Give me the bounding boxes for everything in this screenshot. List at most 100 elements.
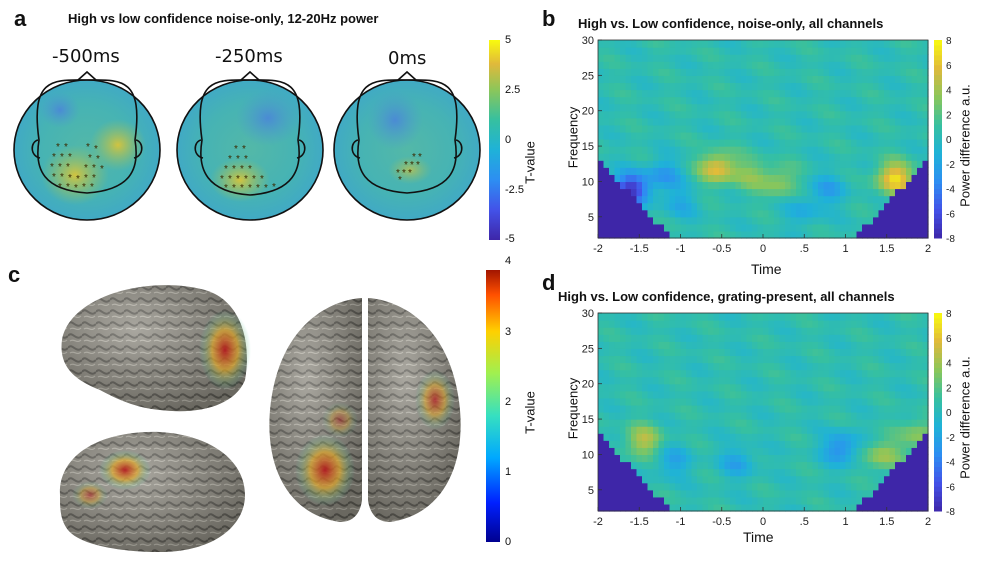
heatmap-cell bbox=[658, 341, 665, 349]
heatmap-cell bbox=[625, 195, 632, 204]
heatmap-cell bbox=[889, 348, 896, 357]
heatmap-cell bbox=[664, 181, 671, 190]
heatmap-cell bbox=[598, 320, 605, 328]
heatmap-cell bbox=[702, 482, 709, 491]
heatmap-cell bbox=[664, 496, 671, 505]
heatmap-cell bbox=[614, 454, 621, 463]
colorbar-cell bbox=[934, 178, 942, 185]
heatmap-cell bbox=[625, 153, 632, 161]
heatmap-cell bbox=[889, 362, 896, 371]
heatmap-cell bbox=[812, 419, 819, 427]
heatmap-cell bbox=[708, 320, 715, 328]
heatmap-cell bbox=[823, 139, 830, 147]
heatmap-cell bbox=[801, 419, 808, 427]
heatmap-cell bbox=[856, 489, 863, 498]
heatmap-cell bbox=[911, 412, 918, 420]
heatmap-cell bbox=[862, 82, 869, 91]
heatmap-cell bbox=[889, 404, 896, 413]
heatmap-cell bbox=[911, 362, 918, 371]
heatmap-cell bbox=[818, 482, 825, 491]
heatmap-cell bbox=[675, 362, 682, 371]
heatmap-cell bbox=[746, 68, 753, 76]
heatmap-cell bbox=[834, 383, 841, 392]
heatmap-cell bbox=[636, 47, 643, 55]
heatmap-cell bbox=[620, 348, 627, 357]
heatmap-cell bbox=[625, 482, 632, 491]
heatmap-cell bbox=[614, 195, 621, 204]
colorbar-cell bbox=[934, 377, 942, 383]
heatmap-cell bbox=[768, 426, 775, 434]
heatmap-cell bbox=[851, 489, 858, 498]
heatmap-cell bbox=[878, 160, 885, 168]
heatmap-cell bbox=[730, 230, 737, 239]
heatmap-cell bbox=[719, 475, 726, 484]
heatmap-cell bbox=[840, 103, 847, 112]
heatmap-cell bbox=[642, 75, 649, 84]
heatmap-cell bbox=[807, 390, 814, 399]
heatmap-cell bbox=[774, 223, 781, 232]
heatmap-cell bbox=[757, 110, 764, 119]
heatmap-cell bbox=[884, 160, 891, 168]
heatmap-cell bbox=[708, 426, 715, 434]
heatmap-cell bbox=[680, 447, 687, 456]
heatmap-cell bbox=[669, 117, 676, 126]
heatmap-cell bbox=[922, 202, 929, 211]
heatmap-cell bbox=[675, 195, 682, 204]
heatmap-cell bbox=[631, 209, 638, 218]
heatmap-cell bbox=[845, 209, 852, 218]
heatmap-cell bbox=[884, 82, 891, 91]
heatmap-cell bbox=[658, 47, 665, 55]
heatmap-cell bbox=[862, 454, 869, 463]
heatmap-cell bbox=[603, 355, 610, 364]
heatmap-cell bbox=[807, 40, 814, 48]
heatmap-cell bbox=[867, 369, 874, 378]
heatmap-cell bbox=[631, 202, 638, 211]
heatmap-cell bbox=[697, 195, 704, 204]
heatmap-cell bbox=[823, 153, 830, 161]
heatmap-cell bbox=[735, 447, 742, 456]
heatmap-cell bbox=[884, 355, 891, 364]
heatmap-cell bbox=[823, 202, 830, 211]
heatmap-cell bbox=[680, 209, 687, 218]
heatmap-cell bbox=[598, 348, 605, 357]
heatmap-cell bbox=[812, 397, 819, 406]
heatmap-cell bbox=[834, 110, 841, 119]
heatmap-cell bbox=[900, 468, 907, 477]
heatmap-cell bbox=[873, 82, 880, 91]
heatmap-cell bbox=[906, 96, 913, 105]
heatmap-cell bbox=[829, 68, 836, 76]
heatmap-cell bbox=[801, 181, 808, 190]
heatmap-cell bbox=[884, 348, 891, 357]
svg-text:*: * bbox=[232, 164, 236, 175]
heatmap-cell bbox=[807, 202, 814, 211]
heatmap-cell bbox=[730, 440, 737, 448]
heatmap-cell bbox=[757, 334, 764, 342]
heatmap-cell bbox=[840, 96, 847, 105]
heatmap-cell bbox=[735, 412, 742, 420]
heatmap-cell bbox=[724, 89, 731, 98]
heatmap-cell bbox=[818, 223, 825, 232]
heatmap-cell bbox=[631, 355, 638, 364]
heatmap-cell bbox=[669, 440, 676, 448]
heatmap-cell bbox=[658, 440, 665, 448]
x-tick-label: -0.5 bbox=[712, 243, 731, 255]
x-tick-label: 2 bbox=[925, 243, 931, 255]
heatmap-cell bbox=[840, 454, 847, 463]
heatmap-cell bbox=[818, 355, 825, 364]
heatmap-cell bbox=[895, 195, 902, 204]
heatmap-cell bbox=[763, 397, 770, 406]
heatmap-cell bbox=[834, 447, 841, 456]
heatmap-cell bbox=[845, 327, 852, 335]
heatmap-cell bbox=[785, 461, 792, 470]
heatmap-cell bbox=[691, 103, 698, 112]
heatmap-cell bbox=[878, 426, 885, 434]
heatmap-cell bbox=[801, 327, 808, 335]
heatmap-cell bbox=[686, 334, 693, 342]
heatmap-cell bbox=[620, 313, 627, 321]
heatmap-cell bbox=[669, 313, 676, 321]
heatmap-cell bbox=[823, 160, 830, 168]
heatmap-cell bbox=[807, 181, 814, 190]
heatmap-cell bbox=[845, 89, 852, 98]
heatmap-cell bbox=[845, 419, 852, 427]
heatmap-cell bbox=[653, 89, 660, 98]
